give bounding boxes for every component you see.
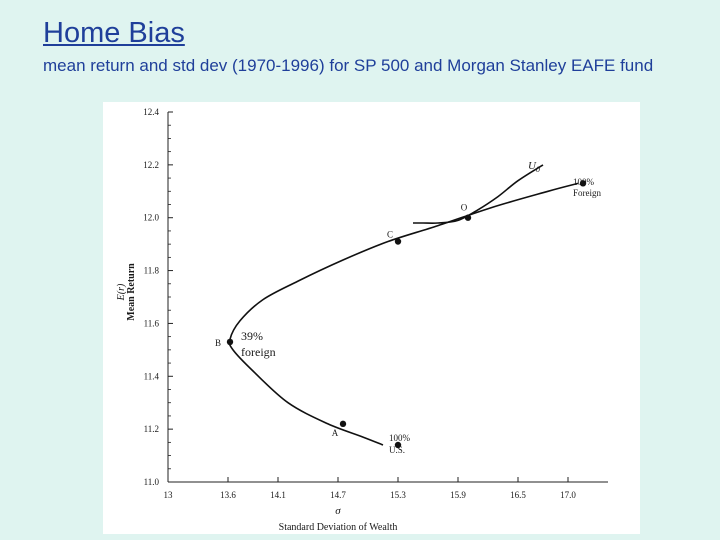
y-tick-label: 11.4 xyxy=(144,371,160,381)
x-tick-label: 17.0 xyxy=(560,490,576,500)
point-a xyxy=(339,420,347,428)
point-label-o: O xyxy=(461,203,468,213)
point-label-b: B xyxy=(215,338,221,348)
y-tick-label: 12.4 xyxy=(143,107,159,117)
point-b xyxy=(226,338,234,346)
point-label-a: A xyxy=(332,428,339,438)
y-axis-title: Mean Return xyxy=(126,263,137,321)
annotation-us: 100% xyxy=(389,433,411,443)
indifference-curve-u0 xyxy=(412,164,544,224)
x-axis-symbol: σ xyxy=(335,505,341,517)
endpoint xyxy=(579,180,587,187)
point-o xyxy=(464,214,472,221)
x-tick-label: 15.9 xyxy=(450,490,466,500)
annotation-us: U.S. xyxy=(389,445,405,455)
frontier-curve xyxy=(228,182,579,446)
y-tick-label: 11.6 xyxy=(144,318,160,328)
annotation-foreign: Foreign xyxy=(573,188,601,198)
y-axis-symbol: E(r) xyxy=(116,283,127,301)
y-tick-label: 12.0 xyxy=(143,213,159,223)
x-tick-label: 16.5 xyxy=(510,490,526,500)
slide-subtitle: mean return and std dev (1970-1996) for … xyxy=(43,56,654,75)
y-tick-label: 11.2 xyxy=(144,424,159,434)
x-tick-label: 14.7 xyxy=(330,490,346,500)
x-tick-label: 13.6 xyxy=(220,490,236,500)
x-tick-label: 15.3 xyxy=(390,490,406,500)
x-axis-title: Standard Deviation of Wealth xyxy=(279,522,398,533)
endpoint xyxy=(394,441,402,449)
y-tick-label: 12.2 xyxy=(143,160,159,170)
annotation-b_note: 39% xyxy=(241,329,263,343)
slide-title: Home Bias xyxy=(43,17,185,49)
x-tick-label: 14.1 xyxy=(270,490,286,500)
point-label-c: C xyxy=(387,230,393,240)
chart-svg: 11.0 11.2 11.4 11.6 11.8 12.0 12.2 12.4 13 13.6 1… xyxy=(116,107,608,533)
point-c xyxy=(394,238,402,245)
x-tick-label: 13 xyxy=(164,490,174,500)
annotation-foreign: 100% xyxy=(573,177,595,187)
chart-figure: 11.0 11.2 11.4 11.6 11.8 12.0 12.2 12.4 13 13.6 1… xyxy=(103,102,640,534)
y-tick-label: 11.8 xyxy=(144,266,160,276)
annotation-b_note: foreign xyxy=(241,345,276,359)
y-tick-label: 11.0 xyxy=(144,477,160,487)
curve-label-u0: U0 xyxy=(528,160,540,174)
